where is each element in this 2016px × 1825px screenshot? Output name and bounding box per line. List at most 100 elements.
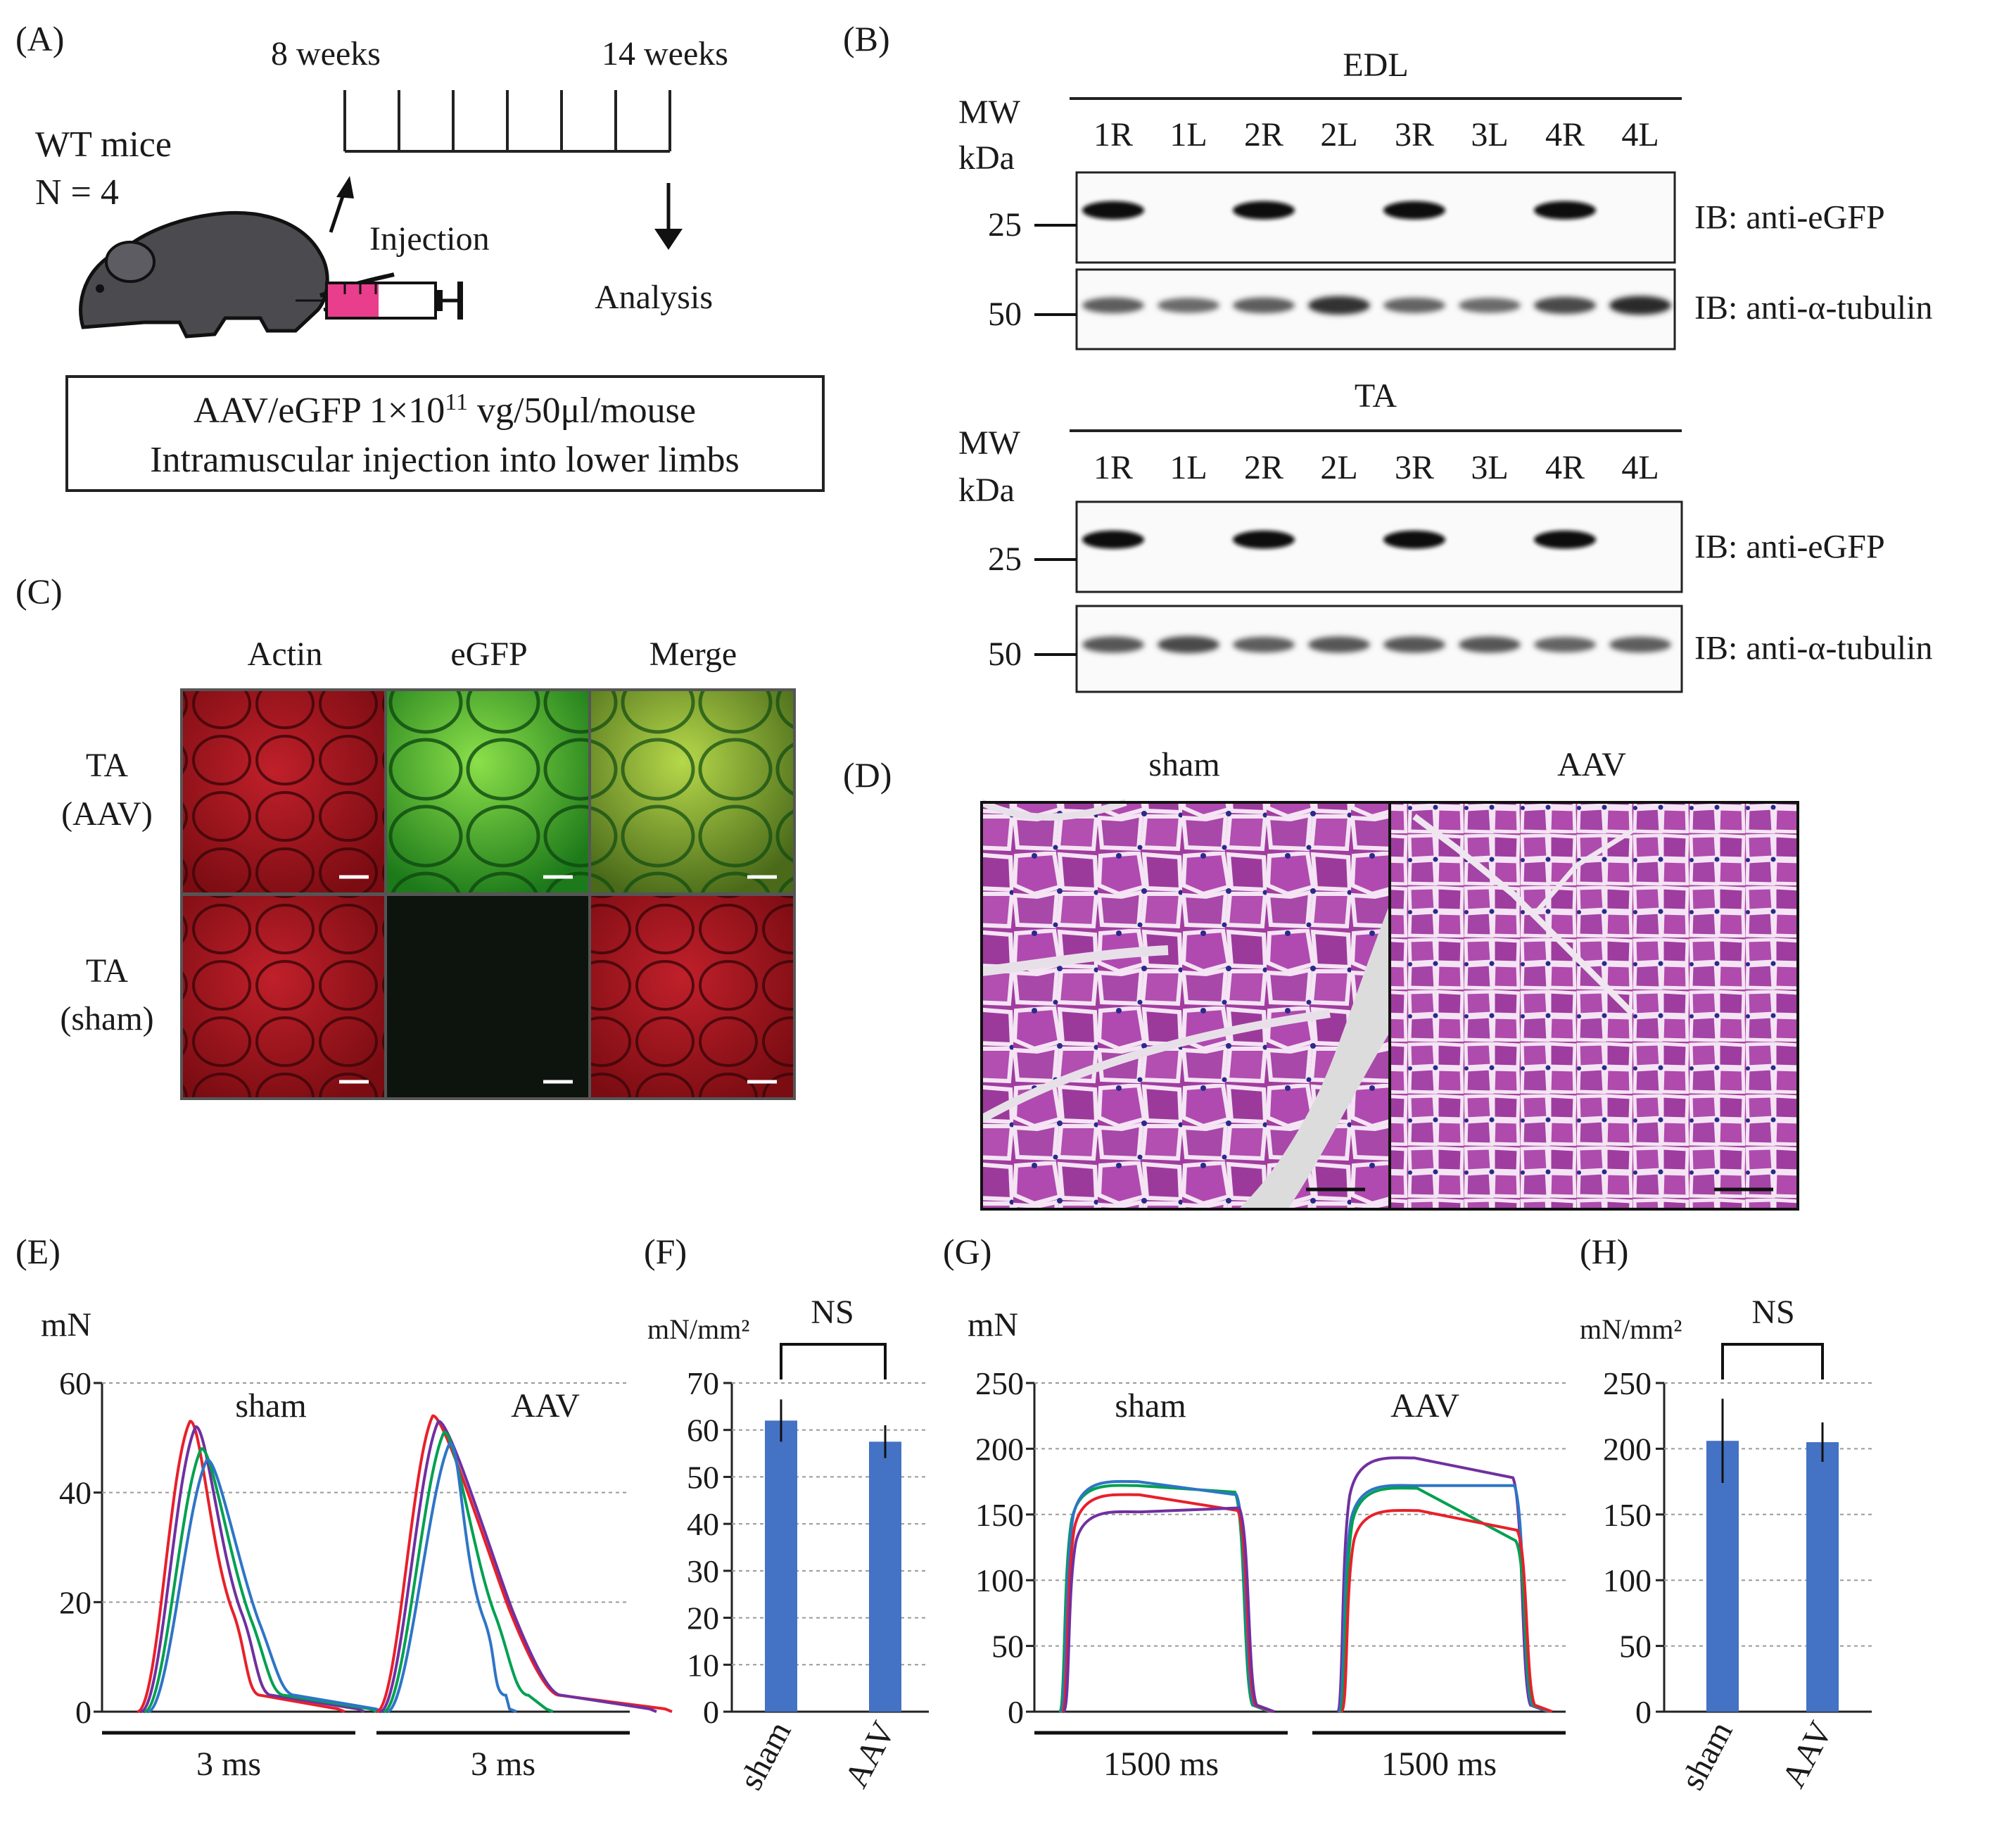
blot-1-tubulin-band xyxy=(1609,636,1671,653)
mouse-illustration xyxy=(79,211,395,339)
blot-0-egfp-antibody: IB: anti-eGFP xyxy=(1694,198,1885,236)
histology-title-aav: AAV xyxy=(1557,746,1626,783)
twitch-tick-label: 40 xyxy=(59,1475,91,1511)
blot-0-tubulin-band xyxy=(1459,298,1521,313)
histology-title-sham: sham xyxy=(1148,746,1219,783)
blot-1-tubulin-antibody: IB: anti-α-tubulin xyxy=(1694,630,1932,667)
twitch-tick-label: 60 xyxy=(59,1365,91,1401)
panel-f: (F) mN/mm² NS 0 10 20 30 40 50 60 70 sham AAV xyxy=(644,1232,929,1796)
blot-1-tubulin-band xyxy=(1459,636,1521,653)
f-bar-tick-label: 10 xyxy=(687,1647,719,1683)
twitch-scale-label-sham: 3 ms xyxy=(196,1745,261,1783)
tetanic-unit: mN xyxy=(968,1306,1018,1344)
tetanic-specific-unit: mN/mm² xyxy=(1580,1313,1682,1345)
twitch-scale-label-aav: 3 ms xyxy=(471,1745,535,1783)
timeline-start-label: 8 weeks xyxy=(271,35,381,72)
twitch-chart: 0 20 40 60 xyxy=(59,1365,673,1730)
f-bar-tick-label: 70 xyxy=(687,1365,719,1401)
blot-0-tubulin-band xyxy=(1534,296,1596,315)
tetanic-title-sham: sham xyxy=(1115,1387,1186,1425)
tetanic-scale-label-sham: 1500 ms xyxy=(1103,1745,1219,1783)
micrograph-row-2-line-1: TA xyxy=(86,952,128,990)
twitch-trace-AAV-blue xyxy=(386,1441,517,1713)
blot-0-tubulin-band xyxy=(1383,297,1445,313)
tetanic-specific-chart: 0 50 100 150 200 250 sham AAV xyxy=(1603,1343,1872,1796)
panel-e: (E) mN 0 20 40 60 sham AAV 3 ms 3 ms xyxy=(15,1232,673,1783)
blot-1-lane-label: 1L xyxy=(1169,449,1207,486)
blot-0-tubulin-band xyxy=(1233,297,1295,314)
panel-b-label: (B) xyxy=(843,19,890,58)
twitch-trace-AAV-red xyxy=(376,1414,673,1713)
tetanic-tick-label: 200 xyxy=(975,1431,1024,1467)
blot-0-lane-label: 3R xyxy=(1395,116,1434,153)
blot-1-tubulin-band xyxy=(1082,636,1144,653)
f-bar-tick-label: 20 xyxy=(687,1600,719,1636)
micrograph-sham-merge xyxy=(591,896,793,1097)
blot-0-tubulin-band xyxy=(1158,298,1219,313)
blot-1-tubulin-band xyxy=(1158,636,1219,654)
h-bar-tick-label: 250 xyxy=(1603,1365,1652,1401)
micrograph-col-actin: Actin xyxy=(248,636,323,673)
f-bar-tick-label: 50 xyxy=(687,1459,719,1495)
f-category-label: AAV xyxy=(837,1715,903,1794)
micrograph-row-2-line-2: (sham) xyxy=(60,1000,153,1037)
blot-1-mw-label: MW xyxy=(958,424,1021,462)
f-bar-tick-label: 30 xyxy=(687,1553,719,1589)
blot-1-tubulin-marker: 50 xyxy=(988,636,1022,673)
dosage-line-2: Intramuscular injection into lower limbs xyxy=(150,440,740,480)
twitch-trace-AAV-green xyxy=(383,1431,554,1713)
tetanic-tick-label: 250 xyxy=(975,1365,1024,1401)
f-sig-bracket xyxy=(780,1343,887,1379)
panel-d-label: (D) xyxy=(843,755,892,795)
blot-0-lane-label: 1R xyxy=(1093,116,1133,153)
h-category-label: sham xyxy=(1673,1715,1739,1795)
blot-0-lane-label: 1L xyxy=(1169,116,1207,153)
panel-a-label: (A) xyxy=(15,19,64,58)
timeline-axis xyxy=(343,90,671,153)
mice-label: WT mice xyxy=(35,125,172,165)
micrograph-col-egfp: eGFP xyxy=(450,636,527,673)
blot-1-tubulin-band xyxy=(1308,636,1370,653)
micrograph-aav-actin xyxy=(183,691,384,892)
tetanic-trace-AAV-red xyxy=(1340,1509,1553,1713)
tetanic-tick-label: 100 xyxy=(975,1562,1024,1598)
blot-1-egfp-band xyxy=(1534,530,1596,549)
f-bar-sham xyxy=(765,1420,797,1712)
tetanic-tick-label: 50 xyxy=(991,1629,1024,1665)
panel-g-label: (G) xyxy=(943,1232,991,1271)
twitch-trace-sham-green xyxy=(144,1447,378,1713)
twitch-specific-sig: NS xyxy=(811,1294,854,1331)
blot-1-tissue-label: TA xyxy=(1355,377,1397,415)
blot-1-lane-label: 3R xyxy=(1395,449,1434,486)
western-blots: EDL MW kDa 1R 1L 2R 2L 3R 3L 4R 4L 25 50 IB: anti-eGF… xyxy=(958,46,1932,693)
h-sig-bracket xyxy=(1721,1343,1824,1379)
panel-d: (D) sham AAV xyxy=(843,746,1799,1211)
blot-1-kda-label: kDa xyxy=(958,472,1015,509)
f-bar-tick-label: 60 xyxy=(687,1413,719,1448)
h-bar-tick-label: 150 xyxy=(1603,1497,1652,1533)
blot-1-egfp-band xyxy=(1233,530,1295,549)
tetanic-trace-sham-purple xyxy=(1062,1506,1275,1713)
micrograph-sham-egfp xyxy=(387,896,588,1097)
blot-0-lane-label: 2L xyxy=(1320,116,1357,153)
blot-0-egfp-membrane xyxy=(1075,171,1676,264)
histology-sham xyxy=(980,799,1388,1209)
blot-1-egfp-antibody: IB: anti-eGFP xyxy=(1694,528,1885,565)
panel-h: (H) mN/mm² NS 0 50 100 150 200 250 sham AAV xyxy=(1580,1232,1872,1796)
blot-1-lane-label: 2L xyxy=(1320,449,1357,486)
twitch-specific-chart: 0 10 20 30 40 50 60 70 sham AAV xyxy=(687,1343,929,1796)
blot-1-tubulin-band xyxy=(1534,636,1596,652)
h-bar-tick-label: 200 xyxy=(1603,1431,1652,1467)
f-bar-tick-label: 40 xyxy=(687,1506,719,1542)
tetanic-trace-sham-red xyxy=(1060,1493,1274,1713)
blot-1-lane-label: 4R xyxy=(1545,449,1585,486)
twitch-tick-label: 0 xyxy=(75,1694,91,1730)
micrograph-col-merge: Merge xyxy=(649,636,737,673)
dosage-line-1: AAV/eGFP 1×1011 vg/50μl/mouse xyxy=(194,389,696,431)
panel-a: (A) 8 weeks 14 weeks WT mice N = 4 xyxy=(15,19,825,492)
panel-b: (B) EDL MW kDa 1R 1L 2R 2L 3R 3L 4R 4L 25 50 IB: anti… xyxy=(843,19,1932,693)
mice-count: N = 4 xyxy=(35,172,119,213)
blot-1-lane-label: 4L xyxy=(1621,449,1659,486)
blot-1-tubulin-band xyxy=(1233,636,1295,653)
